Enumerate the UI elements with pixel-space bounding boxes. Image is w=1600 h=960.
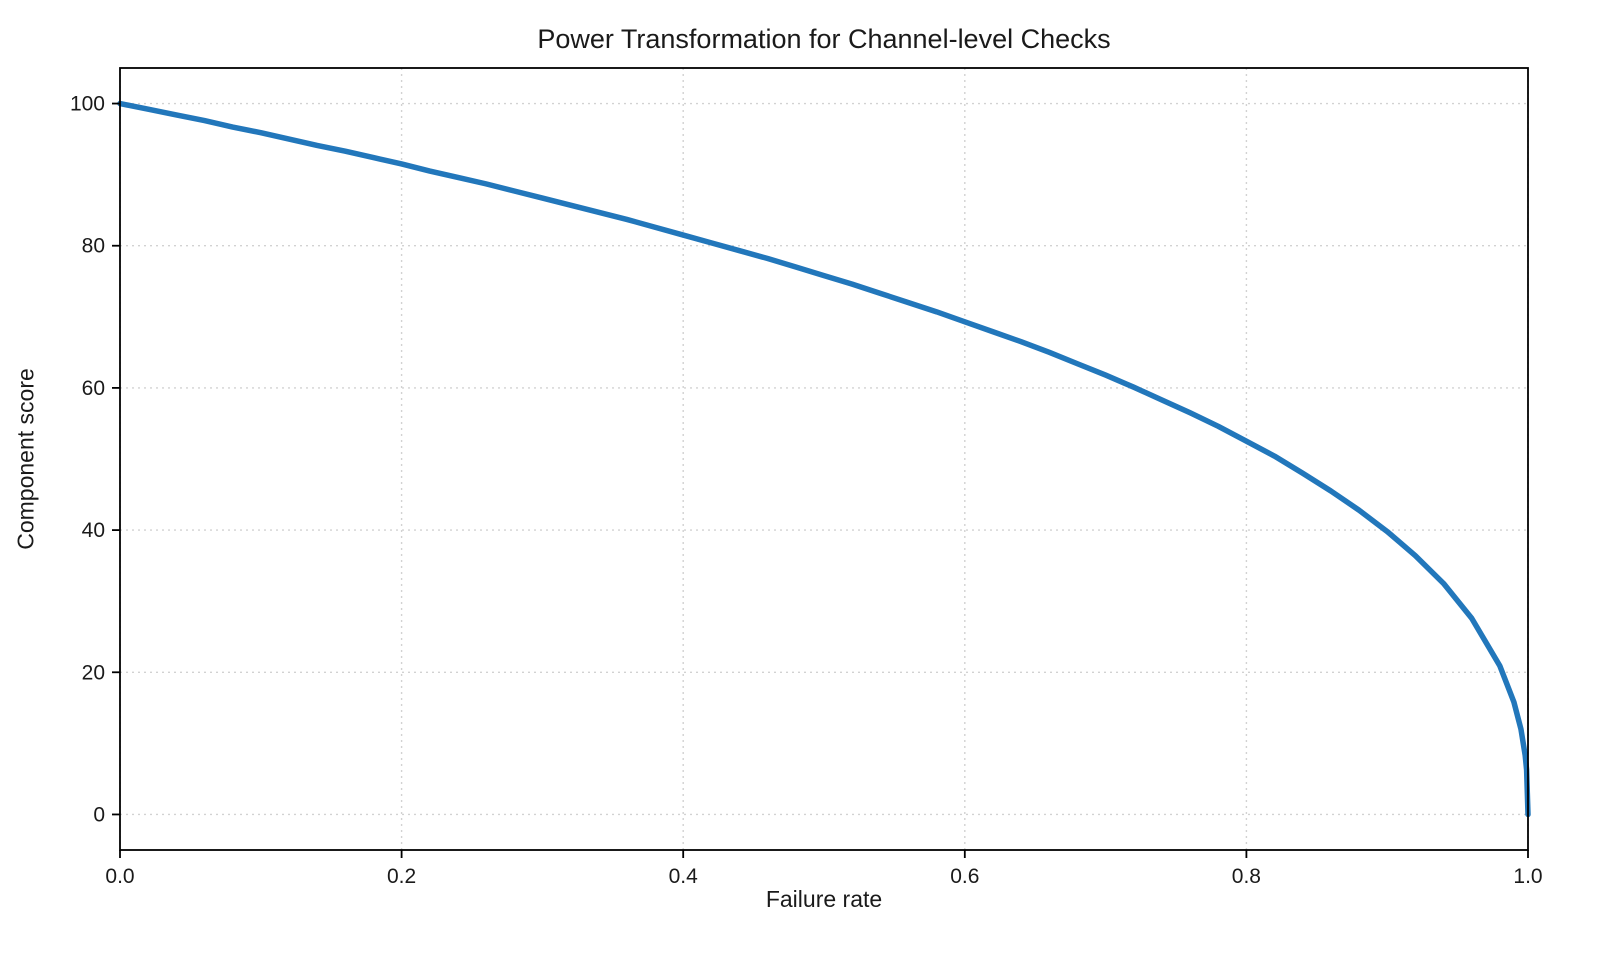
y-tick-label: 100 bbox=[70, 93, 105, 116]
x-tick-label: 0.8 bbox=[1232, 865, 1261, 888]
x-tick-label: 0.4 bbox=[669, 865, 699, 888]
x-tick-label: 0.6 bbox=[950, 865, 979, 888]
data-line bbox=[117, 100, 1531, 818]
x-tick-label: 1.0 bbox=[1513, 865, 1542, 888]
x-tick-label: 0.2 bbox=[387, 865, 416, 888]
y-tick-label: 40 bbox=[82, 519, 105, 542]
y-tick-label: 20 bbox=[82, 661, 105, 684]
y-tick-label: 80 bbox=[82, 235, 105, 258]
x-tick-label: 0.0 bbox=[105, 865, 134, 888]
y-tick-label: 60 bbox=[82, 377, 105, 400]
chart-title: Power Transformation for Channel-level C… bbox=[537, 24, 1111, 54]
y-tick-label: 0 bbox=[93, 803, 105, 826]
x-axis-label: Failure rate bbox=[765, 886, 883, 912]
plot-frame bbox=[119, 67, 1529, 851]
